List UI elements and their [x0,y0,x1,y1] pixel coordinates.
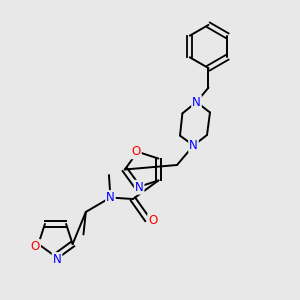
Text: N: N [192,95,201,109]
Text: O: O [148,214,158,227]
Text: N: N [52,253,62,266]
Text: O: O [31,240,40,253]
Text: N: N [189,139,198,152]
Text: O: O [131,145,141,158]
Text: N: N [106,191,115,204]
Text: N: N [135,181,143,194]
